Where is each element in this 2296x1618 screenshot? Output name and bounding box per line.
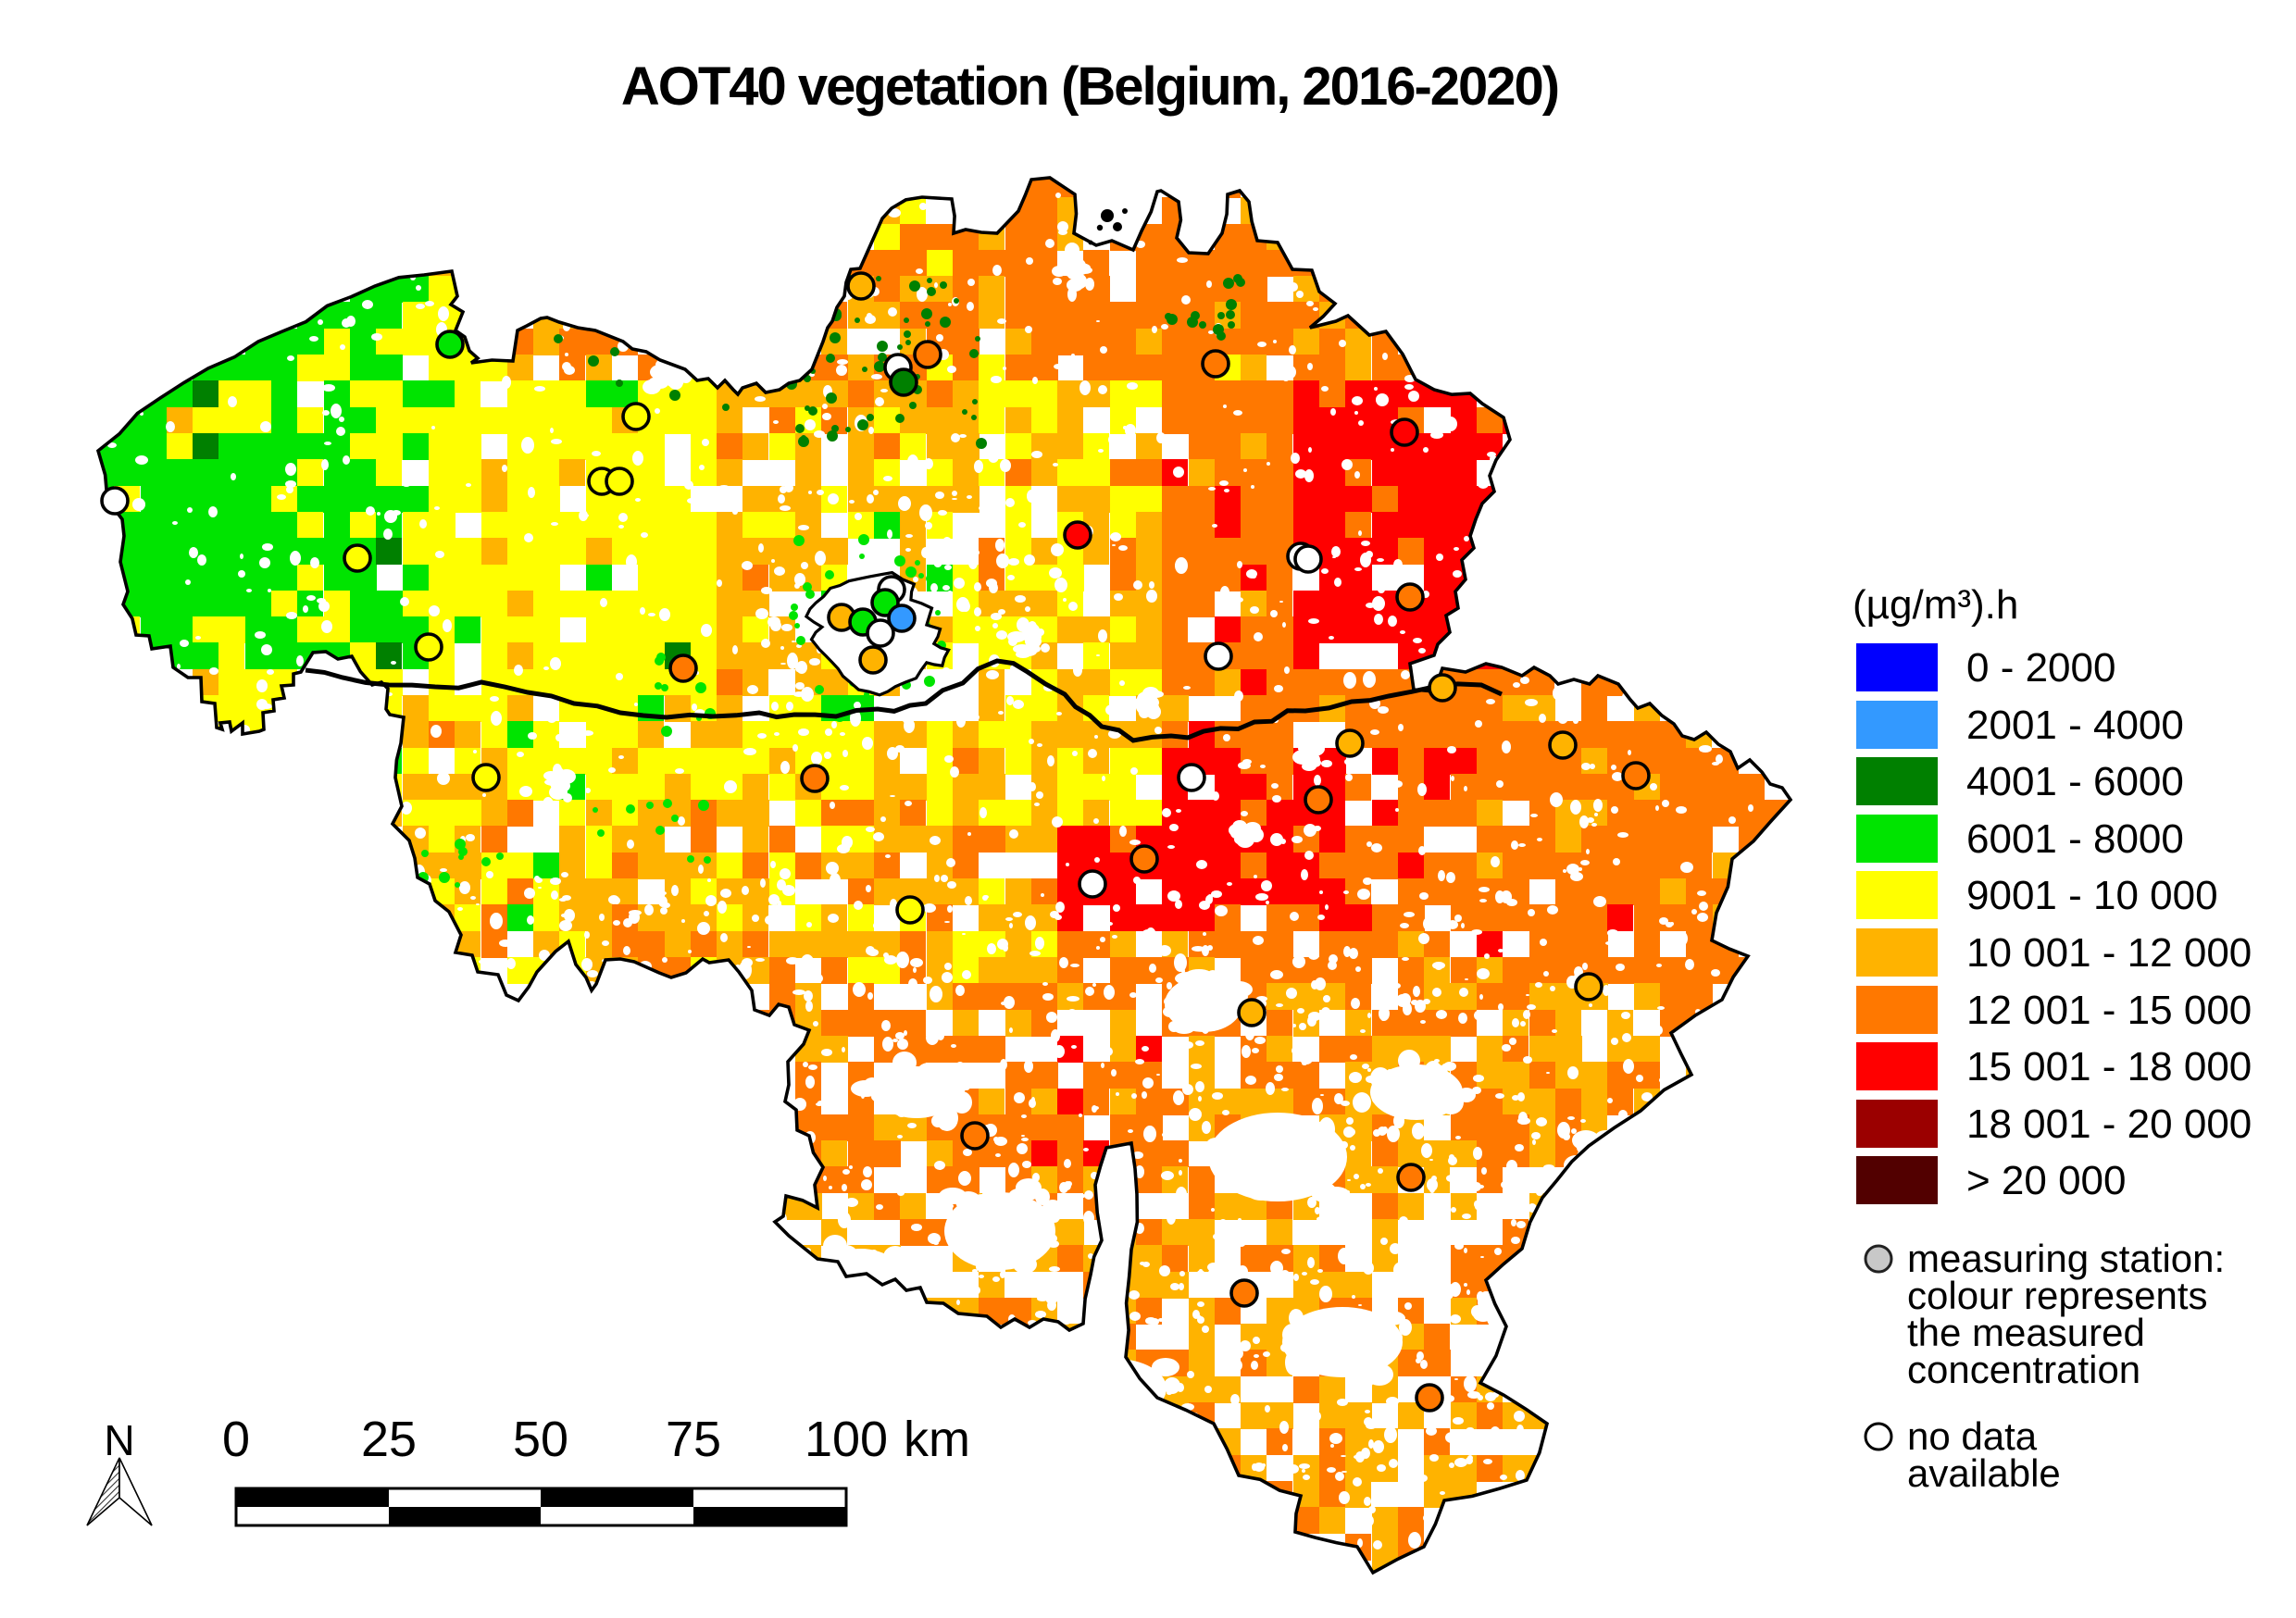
svg-text:12 001 - 15 000: 12 001 - 15 000 [1966, 988, 2252, 1033]
svg-text:9001 - 10 000: 9001 - 10 000 [1966, 873, 2218, 918]
svg-text:km: km [904, 1412, 970, 1467]
svg-text:25: 25 [361, 1412, 417, 1467]
svg-text:concentration: concentration [1907, 1348, 2140, 1391]
svg-text:75: 75 [666, 1412, 721, 1467]
svg-text:AOT40 vegetation (Belgium, 201: AOT40 vegetation (Belgium, 2016-2020) [621, 56, 1558, 117]
svg-text:(µg/m³).h: (µg/m³).h [1853, 582, 2018, 628]
svg-text:15 001 - 18 000: 15 001 - 18 000 [1966, 1044, 2252, 1089]
svg-text:measuring station:: measuring station: [1907, 1237, 2225, 1280]
svg-text:N: N [104, 1416, 134, 1464]
svg-text:no data: no data [1907, 1414, 2038, 1458]
svg-text:0 - 2000: 0 - 2000 [1966, 645, 2115, 691]
svg-text:6001 - 8000: 6001 - 8000 [1966, 816, 2184, 862]
svg-text:2001 - 4000: 2001 - 4000 [1966, 703, 2184, 748]
svg-text:4001 - 6000: 4001 - 6000 [1966, 759, 2184, 804]
svg-text:0: 0 [222, 1412, 250, 1467]
svg-text:available: available [1907, 1451, 2061, 1495]
svg-text:50: 50 [513, 1412, 568, 1467]
svg-text:colour represents: colour represents [1907, 1274, 2208, 1317]
svg-text:the measured: the measured [1907, 1311, 2145, 1354]
svg-text:10 001 - 12 000: 10 001 - 12 000 [1966, 930, 2252, 976]
svg-text:18 001 - 20 000: 18 001 - 20 000 [1966, 1101, 2252, 1147]
svg-text:> 20 000: > 20 000 [1966, 1158, 2127, 1203]
svg-text:100: 100 [805, 1412, 888, 1467]
